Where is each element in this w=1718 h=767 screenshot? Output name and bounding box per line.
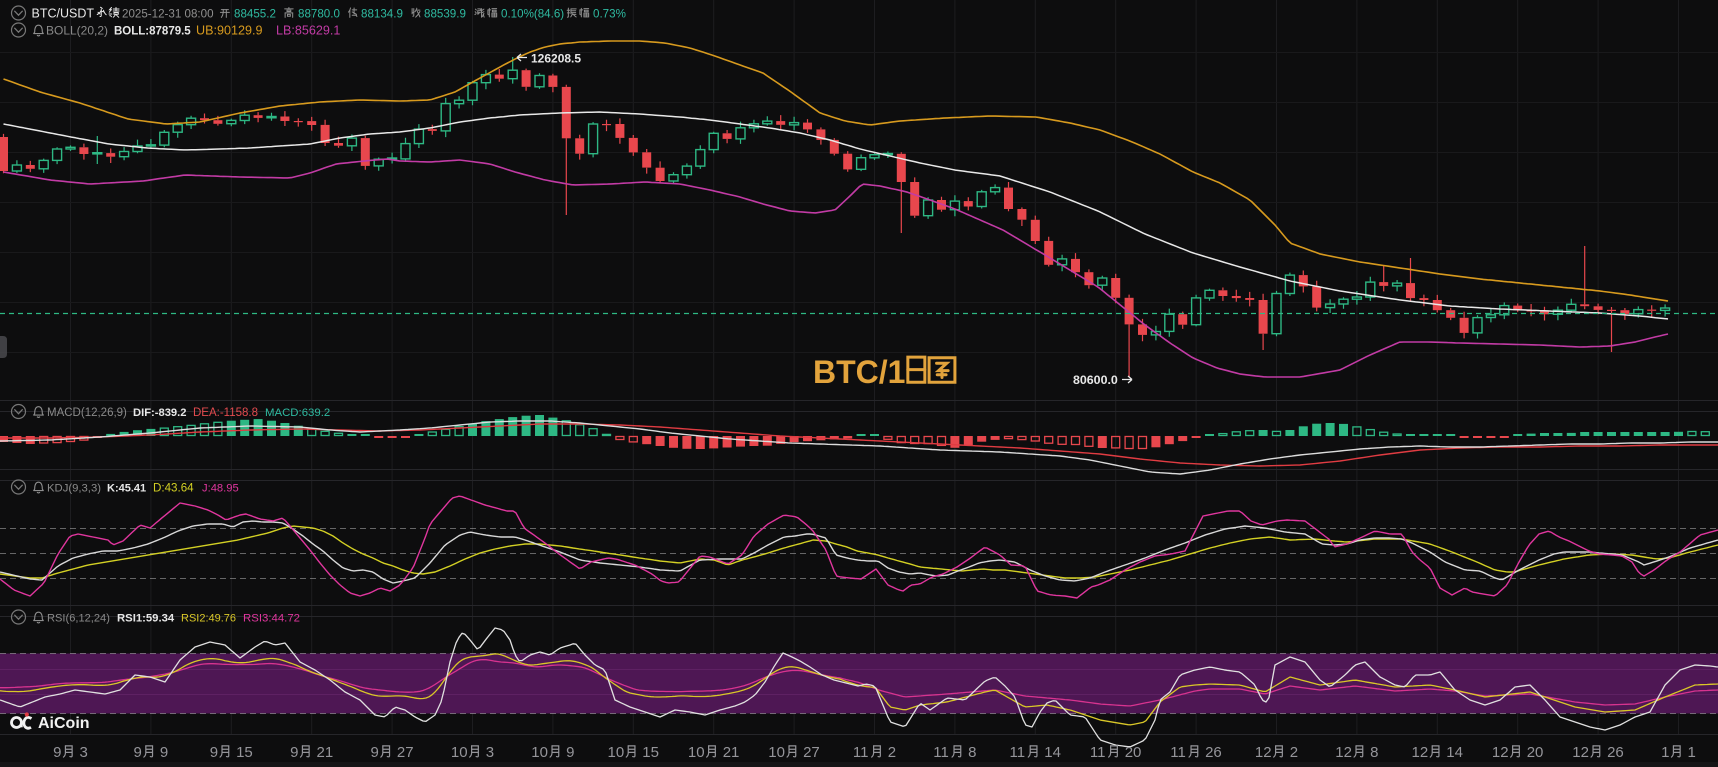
svg-text:10: 10 [688,744,705,761]
svg-text:J:48.95: J:48.95 [202,483,239,495]
svg-text:88780.0: 88780.0 [298,8,340,21]
svg-text:RSI1:59.34: RSI1:59.34 [117,613,175,625]
svg-text:126208.5: 126208.5 [531,52,581,66]
svg-text:8: 8 [968,744,976,761]
svg-text:DEA:-1158.8: DEA:-1158.8 [193,407,258,419]
svg-text:11: 11 [1090,744,1106,761]
svg-text:LB:85629.1: LB:85629.1 [276,24,340,38]
svg-text:DIF:-839.2: DIF:-839.2 [133,407,186,419]
svg-text:27: 27 [397,744,414,761]
svg-text:BOLL:87879.5: BOLL:87879.5 [114,26,191,38]
svg-text:15: 15 [236,744,253,761]
svg-text:12: 12 [1255,744,1272,761]
svg-text:3: 3 [486,744,494,761]
svg-text:26: 26 [1205,744,1222,761]
svg-text:9: 9 [160,744,168,761]
svg-text:1: 1 [1661,744,1669,761]
svg-text:10: 10 [531,744,548,761]
svg-text:BTC/1: BTC/1 [813,354,905,390]
svg-text:KDJ(9,3,3): KDJ(9,3,3) [47,483,101,495]
svg-text:12: 12 [1572,744,1589,761]
svg-text:RSI2:49.76: RSI2:49.76 [181,613,236,625]
svg-text:27: 27 [803,744,820,761]
svg-text:9: 9 [134,744,142,761]
svg-text:BTC/USDT: BTC/USDT [32,7,95,21]
svg-text:80600.0: 80600.0 [1073,373,1118,387]
svg-text:10: 10 [768,744,785,761]
svg-text:2: 2 [888,744,896,761]
svg-text:0.10%(84.6): 0.10%(84.6) [501,8,564,21]
svg-text:26: 26 [1607,744,1624,761]
svg-text:9: 9 [290,744,298,761]
svg-text:3: 3 [80,744,88,761]
svg-text:MACD(12,26,9): MACD(12,26,9) [47,407,127,419]
svg-text:2025-12-31 08:00: 2025-12-31 08:00 [122,8,214,21]
svg-text:D:43.64: D:43.64 [153,482,194,495]
svg-text:11: 11 [1170,744,1186,761]
svg-text:20: 20 [1125,744,1142,761]
svg-text:8: 8 [1370,744,1378,761]
svg-text:RSI3:44.72: RSI3:44.72 [243,613,300,625]
svg-text:1: 1 [1688,744,1696,761]
svg-text:14: 14 [1446,744,1463,761]
svg-text:10: 10 [608,744,625,761]
svg-text:MACD:639.2: MACD:639.2 [265,407,330,419]
svg-text:21: 21 [317,744,334,761]
svg-text:9: 9 [53,744,61,761]
svg-text:12: 12 [1335,744,1352,761]
svg-text:2: 2 [1290,744,1298,761]
svg-text:9: 9 [210,744,218,761]
svg-text:11: 11 [1010,744,1026,761]
svg-text:15: 15 [642,744,659,761]
svg-text:88455.2: 88455.2 [234,8,276,21]
svg-text:88134.9: 88134.9 [361,8,403,21]
svg-text:88539.9: 88539.9 [424,8,466,21]
svg-text:14: 14 [1044,744,1061,761]
svg-text:AiCoin: AiCoin [38,715,90,732]
svg-text:12: 12 [1492,744,1509,761]
svg-text:12: 12 [1412,744,1429,761]
svg-text:9: 9 [566,744,574,761]
svg-text:9: 9 [371,744,379,761]
svg-text:UB:90129.9: UB:90129.9 [196,24,263,38]
svg-text:K:45.41: K:45.41 [107,483,146,495]
svg-text:21: 21 [723,744,740,761]
svg-text:11: 11 [853,744,869,761]
svg-text:RSI(6,12,24): RSI(6,12,24) [47,613,110,625]
svg-text:BOLL(20,2): BOLL(20,2) [46,24,108,38]
svg-text:0.73%: 0.73% [593,8,626,21]
svg-text:11: 11 [933,744,949,761]
svg-text:20: 20 [1527,744,1544,761]
svg-text:10: 10 [451,744,468,761]
